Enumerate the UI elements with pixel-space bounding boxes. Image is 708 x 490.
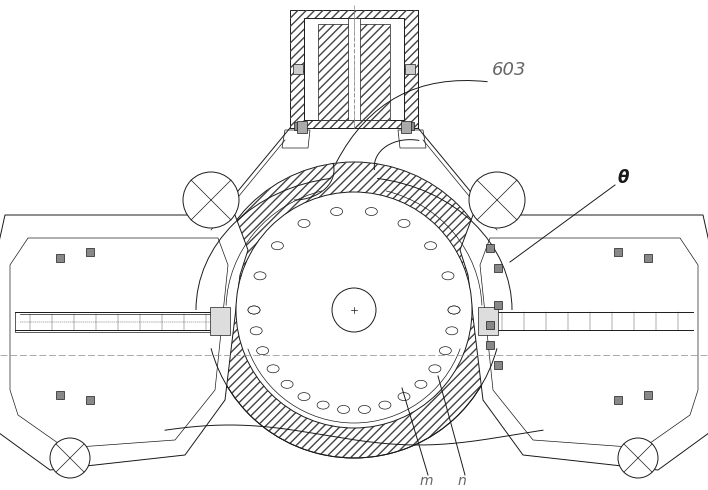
Bar xyxy=(293,64,303,74)
Bar xyxy=(56,391,64,399)
Polygon shape xyxy=(0,215,248,470)
Bar xyxy=(644,391,652,399)
Text: 603: 603 xyxy=(492,61,527,79)
Bar xyxy=(15,312,225,332)
Bar xyxy=(644,254,652,262)
Bar xyxy=(486,341,494,349)
Ellipse shape xyxy=(448,306,460,314)
Bar xyxy=(494,264,502,272)
Bar xyxy=(86,248,94,256)
Ellipse shape xyxy=(398,392,410,401)
Circle shape xyxy=(206,162,502,458)
Ellipse shape xyxy=(271,242,283,250)
Polygon shape xyxy=(10,238,228,448)
Bar xyxy=(290,10,418,128)
Ellipse shape xyxy=(446,327,458,335)
Bar xyxy=(318,24,390,120)
Bar xyxy=(494,361,502,369)
Bar xyxy=(614,248,622,256)
Text: n: n xyxy=(458,474,467,488)
Ellipse shape xyxy=(298,220,310,227)
Polygon shape xyxy=(460,215,708,470)
Ellipse shape xyxy=(254,272,266,280)
Circle shape xyxy=(618,438,658,478)
Ellipse shape xyxy=(267,365,279,373)
Ellipse shape xyxy=(256,346,268,355)
Ellipse shape xyxy=(248,306,260,314)
Bar xyxy=(210,307,230,335)
Bar xyxy=(486,244,494,252)
Ellipse shape xyxy=(442,272,454,280)
Text: θ: θ xyxy=(618,169,629,187)
Ellipse shape xyxy=(398,220,410,227)
Bar xyxy=(86,396,94,404)
Ellipse shape xyxy=(358,405,370,414)
Ellipse shape xyxy=(338,405,350,414)
Ellipse shape xyxy=(425,242,437,250)
Polygon shape xyxy=(480,238,698,448)
Bar xyxy=(614,396,622,404)
Bar xyxy=(297,121,307,133)
Bar xyxy=(294,122,302,130)
Ellipse shape xyxy=(440,346,452,355)
Bar xyxy=(56,254,64,262)
Bar xyxy=(405,64,415,74)
Ellipse shape xyxy=(248,306,260,314)
Bar xyxy=(486,321,494,329)
Bar xyxy=(478,307,498,335)
Bar xyxy=(406,122,414,130)
Bar xyxy=(494,301,502,309)
Polygon shape xyxy=(282,130,310,148)
Ellipse shape xyxy=(317,401,329,409)
Bar xyxy=(304,18,404,120)
Ellipse shape xyxy=(331,208,343,216)
Ellipse shape xyxy=(298,392,310,401)
Circle shape xyxy=(332,288,376,332)
Ellipse shape xyxy=(415,380,427,388)
Ellipse shape xyxy=(429,365,441,373)
FancyArrowPatch shape xyxy=(336,80,487,163)
Bar xyxy=(318,24,390,120)
Bar xyxy=(401,121,411,133)
Polygon shape xyxy=(398,130,426,148)
Text: m: m xyxy=(420,474,433,488)
Ellipse shape xyxy=(448,306,460,314)
Bar xyxy=(348,18,360,120)
Ellipse shape xyxy=(365,208,377,216)
Bar xyxy=(290,10,418,128)
Circle shape xyxy=(50,438,90,478)
Circle shape xyxy=(469,172,525,228)
Ellipse shape xyxy=(281,380,293,388)
Ellipse shape xyxy=(250,327,262,335)
Circle shape xyxy=(236,192,472,428)
Ellipse shape xyxy=(379,401,391,409)
Circle shape xyxy=(183,172,239,228)
